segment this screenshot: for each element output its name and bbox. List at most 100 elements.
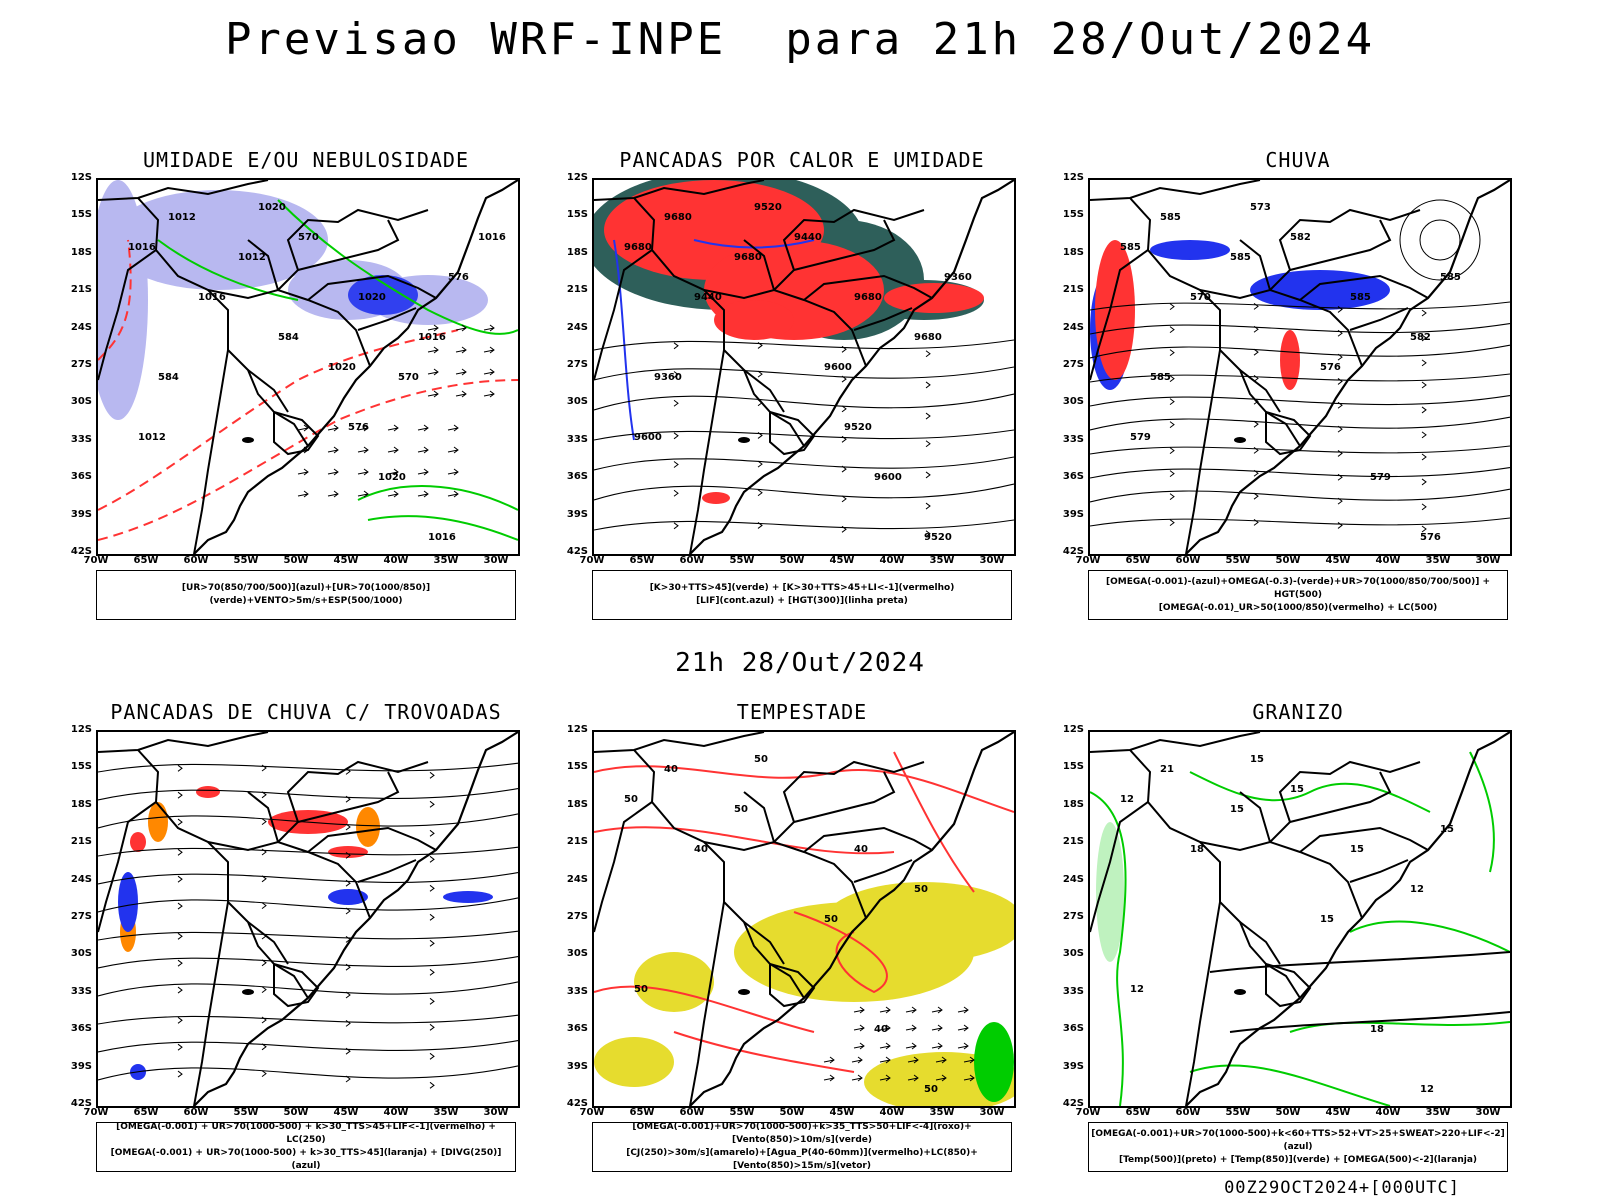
country-border [1349,307,1409,331]
streamline [98,846,518,857]
lat-tick-label: 18S [1062,246,1084,258]
field-area [98,180,148,420]
lat-tick-label: 39S [1062,1060,1084,1072]
flow-arrow [757,342,763,349]
flow-arrow [1421,359,1427,367]
flow-arrow [1421,334,1427,342]
flow-arrow [673,342,679,350]
lon-tick-label: 50W [1275,1107,1301,1118]
contour-label: 585 [1230,252,1251,263]
streamline [98,762,518,773]
flow-arrow [1169,447,1175,455]
country-border [594,801,653,933]
contour-line [613,239,635,441]
lat-tick-label: 33S [1062,433,1084,445]
wind-vector [905,1042,917,1050]
cyclone-contour [1419,219,1461,261]
country-border [227,349,309,447]
map-panel[interactable]: 585 585 585 585 582 579 576 579 576 573 570 582 585 5… [1088,178,1512,556]
lon-tick-label: 40W [383,555,409,566]
contour-label: 585 [1120,242,1141,253]
country-border [723,901,805,999]
wind-vector [853,1024,865,1032]
wind-vector [957,1024,969,1032]
country-border [723,349,805,447]
country-border [1269,760,1421,843]
country-border [1185,349,1221,554]
lat-tick-label: 33S [1062,985,1084,997]
flow-arrow [925,350,931,358]
lat-tick-label: 36S [566,471,588,483]
contour-label: 9600 [874,472,902,483]
lat-tick-label: 30S [70,396,92,408]
flow-arrow [1421,525,1427,533]
country-border [277,208,429,291]
panel-legend: [OMEGA(-0.001)+UR>70(1000-500)+k>35_TTS>… [592,1122,1012,1172]
wind-vector [957,1006,969,1014]
streamline [594,429,1014,441]
country-border [743,239,775,291]
contour-label: 1020 [358,292,386,303]
flow-arrow [757,460,763,468]
flow-arrow [1337,401,1343,409]
flow-arrow [925,530,931,538]
country-border [1299,826,1429,853]
country-border [633,749,725,902]
legend-line: [UR>70(850/700/500)](azul)+[UR>70(1000/8… [181,583,431,606]
contour-label: 579 [1370,472,1391,483]
country-border [1265,962,1312,1008]
lat-tick-label: 42S [566,1098,588,1109]
flow-arrow [345,991,351,999]
lon-tick-label: 40W [879,1107,905,1118]
lat-tick-label: 24S [566,873,588,885]
map-panel[interactable]: 40 50 50 40 50 50 50 40 50 50 40 [592,730,1016,1108]
contour-label: 40 [854,844,868,855]
map-panel[interactable]: 9680 9680 9680 9680 9680 9600 9600 9600 9520 9520… [592,178,1016,556]
lagoon-marker [1234,989,1246,995]
lat-tick-label: 15S [70,761,92,773]
map-panel[interactable]: 21 15 12 15 12 12 15 18 12 15 18 15 15 [1088,730,1512,1108]
field-area [130,832,146,852]
lat-tick-label: 39S [566,1060,588,1072]
field-area [1150,240,1230,260]
map-panel[interactable]: 1012 1012 1016 1020 1016 1012 1020 1020 1016 1020… [96,178,520,556]
contour-line [594,765,1014,813]
legend-line: [OMEGA(-0.001)-(azul)+OMEGA(-0.3)-(verde… [1105,576,1491,600]
streamline [1090,517,1510,527]
country-border [743,791,775,843]
wind-vector [387,446,399,454]
flow-arrow [429,939,435,947]
flow-arrow [1253,469,1259,477]
contour-label: 1020 [258,202,286,213]
wind-vector [879,1006,891,1014]
flow-arrow [345,879,351,887]
wind-vector [483,324,495,332]
panel-title: UMIDADE E/OU NEBULOSIDADE [142,148,470,172]
wind-vector [957,1042,969,1050]
lat-tick-label: 12S [566,172,588,183]
country-border [689,349,725,554]
wind-vector [879,1024,891,1032]
lon-tick-label: 30W [483,1107,509,1118]
lon-tick-label: 45W [333,555,359,566]
flow-arrow [925,440,931,448]
contour-label: 9600 [634,432,662,443]
flow-arrow [673,522,679,530]
contour-line [1090,791,1127,1106]
lon-tick-label: 70W [1075,1107,1101,1118]
country-border [773,208,925,291]
contour-label: 50 [924,1084,938,1095]
map-panel[interactable] [96,730,520,1108]
wind-vector [935,1056,947,1064]
streamline [594,393,1014,411]
country-border [689,901,725,1106]
panel-title: CHUVA [1265,148,1331,172]
flow-arrow [673,399,679,407]
lat-tick-label: 42S [1062,546,1084,557]
contour-label: 9680 [624,242,652,253]
lat-tick-label: 36S [70,471,92,483]
flow-arrow [1169,493,1175,501]
contour-label: 584 [158,372,179,383]
lagoon-marker [1234,437,1246,443]
flow-arrow [1169,398,1175,406]
